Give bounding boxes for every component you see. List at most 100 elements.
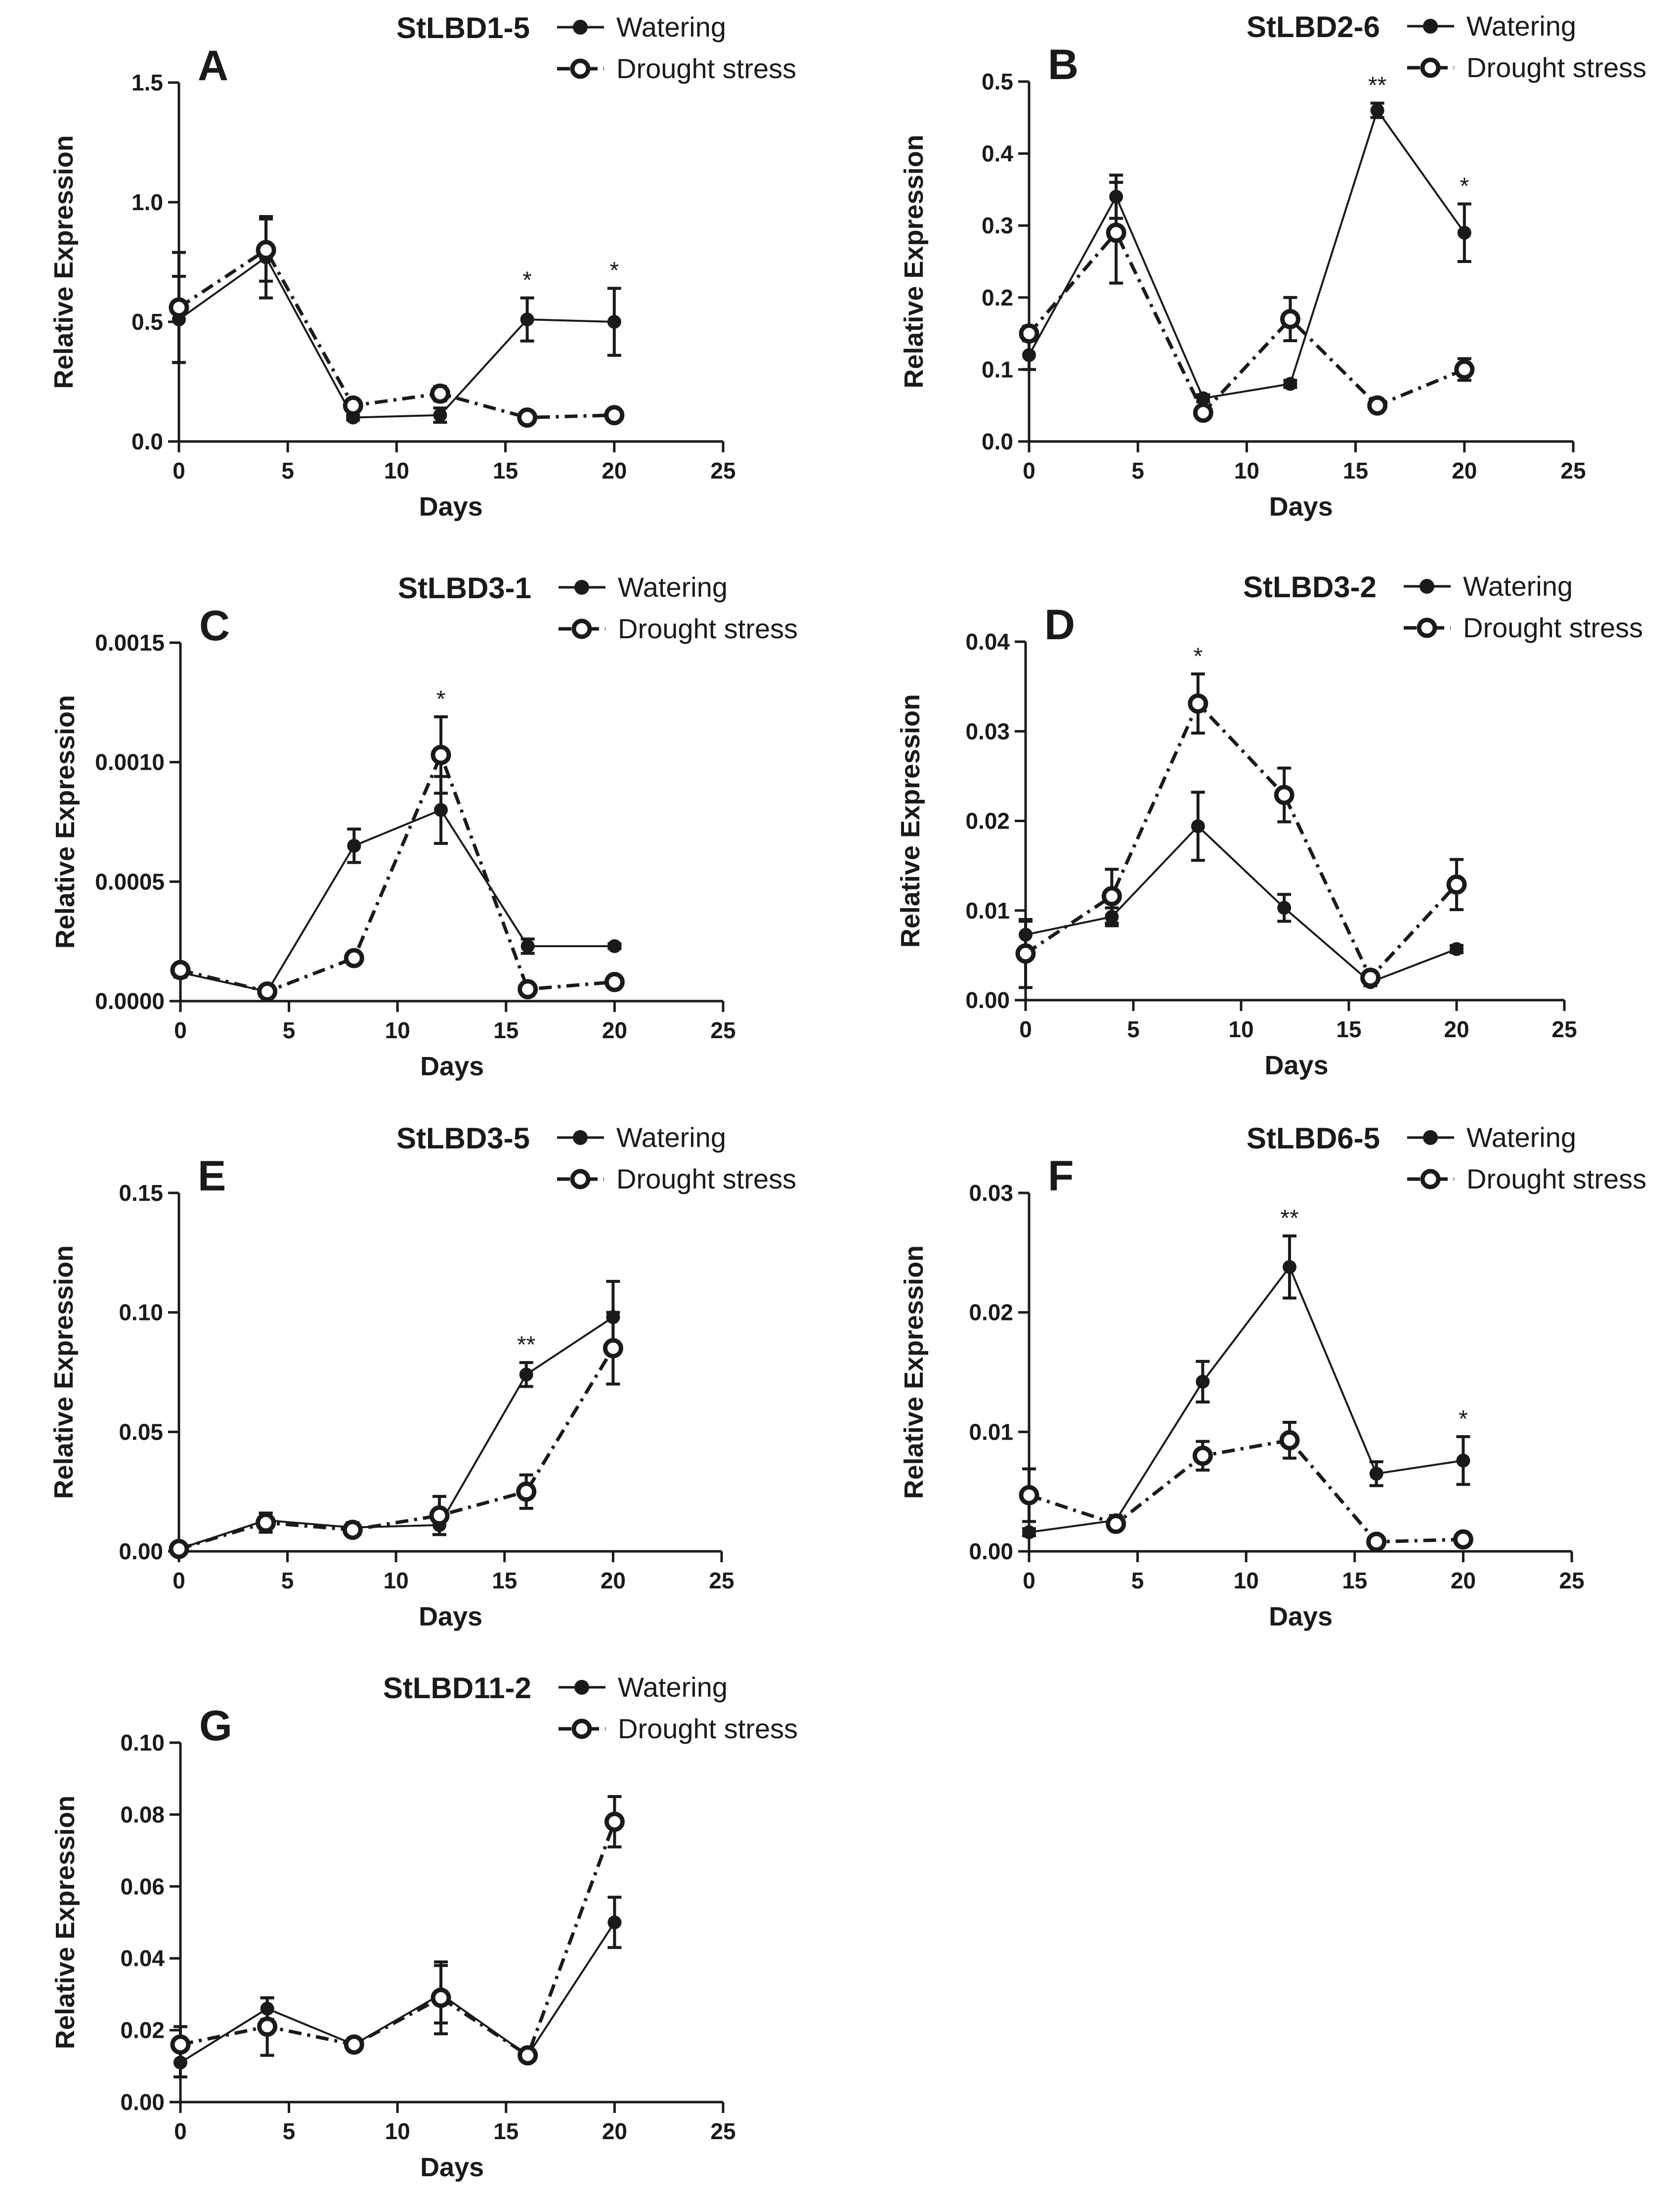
legend-label-watering: Watering xyxy=(618,571,728,603)
y-tick-label: 0.05 xyxy=(119,1419,163,1445)
point-drought xyxy=(344,948,364,968)
x-tick-label: 20 xyxy=(601,1568,626,1593)
y-tick-label: 0.5 xyxy=(131,309,163,335)
point-watering xyxy=(607,1915,622,1930)
y-tick-label: 0.0 xyxy=(131,429,163,454)
x-tick-label: 0 xyxy=(174,2118,187,2144)
legend-marker-watering xyxy=(1423,19,1438,34)
legend-marker-watering xyxy=(573,20,588,35)
y-tick-label: 0.10 xyxy=(120,1730,165,1756)
series-drought xyxy=(1015,672,1467,989)
y-tick-label: 0.02 xyxy=(120,2018,165,2043)
legend-label-watering: Watering xyxy=(616,11,726,43)
x-tick-label: 25 xyxy=(710,1017,735,1043)
chart-title: StLBD11-2 xyxy=(383,1671,531,1705)
y-tick-label: 1.5 xyxy=(131,70,163,95)
legend-marker-drought xyxy=(570,58,591,79)
y-tick-label: 0.4 xyxy=(982,141,1013,167)
series-watering xyxy=(1022,1234,1470,1539)
point-drought xyxy=(1192,1446,1213,1466)
x-tick-label: 20 xyxy=(602,2118,627,2144)
y-tick-label: 0.02 xyxy=(969,1300,1013,1325)
line-watering xyxy=(178,256,614,419)
y-tick-label: 0.0005 xyxy=(95,869,165,894)
point-drought xyxy=(431,1987,451,2008)
line-drought xyxy=(1028,229,1465,416)
x-tick-label: 10 xyxy=(1234,458,1259,483)
y-tick-label: 0.10 xyxy=(119,1300,163,1325)
point-drought xyxy=(1360,967,1381,988)
chart-title: StLBD3-1 xyxy=(398,571,531,605)
panel-a: 0 5 10 15 20 25 0.0 0.5 1.0 1.5 Days Relative Expre… xyxy=(49,11,796,522)
y-tick-label: 0.03 xyxy=(965,718,1010,744)
x-axis-label: Days xyxy=(420,1052,484,1081)
point-drought xyxy=(603,1338,623,1359)
series-watering xyxy=(172,215,621,425)
legend-label-watering: Watering xyxy=(1466,10,1576,42)
legend-marker-watering xyxy=(573,1130,588,1145)
legend-label-drought: Drought stress xyxy=(1463,612,1643,643)
significance-marker: ** xyxy=(517,1332,535,1358)
significance-marker: * xyxy=(436,686,446,712)
line-drought xyxy=(180,750,615,994)
y-tick-label: 0.00 xyxy=(120,2089,165,2115)
y-tick-label: 0.0015 xyxy=(95,630,165,656)
y-tick-label: 0.2 xyxy=(982,285,1013,310)
y-tick-label: 0.0000 xyxy=(95,988,165,1014)
x-tick-label: 15 xyxy=(492,1568,517,1593)
y-axis-label: Relative Expression xyxy=(49,1245,79,1499)
panel-e: 0 5 10 15 20 25 0.00 0.05 0.10 0.15 Days Relative E… xyxy=(49,1122,796,1631)
point-drought xyxy=(257,2016,278,2037)
line-watering xyxy=(178,1316,614,1550)
y-tick-label: 0.01 xyxy=(965,898,1010,923)
point-watering xyxy=(1283,1260,1297,1274)
legend-marker-drought xyxy=(570,1169,591,1189)
panel-letter: F xyxy=(1048,1152,1074,1200)
y-tick-label: 0.15 xyxy=(119,1180,163,1206)
x-tick-label: 25 xyxy=(1551,1016,1577,1042)
x-tick-label: 5 xyxy=(1127,1016,1140,1042)
legend-label-watering: Watering xyxy=(1463,571,1573,602)
point-drought xyxy=(517,979,538,1000)
x-tick-label: 15 xyxy=(1336,1016,1361,1042)
line-watering xyxy=(1025,825,1457,984)
line-watering xyxy=(1029,1265,1464,1534)
series-drought xyxy=(170,1795,625,2065)
significance-marker: * xyxy=(1193,643,1203,669)
y-tick-label: 0.03 xyxy=(969,1180,1013,1206)
y-tick-label: 0.04 xyxy=(120,1945,165,1971)
legend-marker-drought xyxy=(1417,617,1437,638)
line-watering xyxy=(180,808,615,993)
chart-title: StLBD3-2 xyxy=(1243,571,1377,604)
x-axis-label: Days xyxy=(420,2153,484,2182)
x-tick-label: 0 xyxy=(1019,1016,1032,1042)
legend-label-watering: Watering xyxy=(1466,1122,1576,1153)
y-tick-label: 0.08 xyxy=(120,1802,165,1827)
panel-b: 0 5 10 15 20 25 0.0 0.1 0.2 0.3 0.4 0.5 Days Relative… xyxy=(899,10,1646,522)
y-axis-label: Relative Expression xyxy=(50,1796,80,2049)
x-tick-label: 0 xyxy=(1023,458,1035,483)
legend-label-watering: Watering xyxy=(616,1122,726,1153)
point-watering xyxy=(520,312,534,327)
x-tick-label: 25 xyxy=(1559,1568,1584,1593)
point-drought xyxy=(1446,874,1467,895)
legend-marker-drought xyxy=(571,1718,592,1739)
point-drought xyxy=(429,1505,450,1526)
legend-label-drought: Drought stress xyxy=(618,1713,798,1744)
x-tick-label: 5 xyxy=(281,458,294,483)
legend-marker-watering xyxy=(1420,579,1434,594)
series-drought xyxy=(170,715,625,1002)
point-watering xyxy=(1457,225,1471,240)
point-drought xyxy=(604,405,625,426)
point-drought xyxy=(1367,395,1388,416)
legend-label-drought: Drought stress xyxy=(1466,1163,1646,1194)
significance-marker: * xyxy=(1460,174,1469,200)
y-tick-label: 0.0 xyxy=(982,429,1013,454)
x-tick-label: 20 xyxy=(1444,1016,1469,1042)
line-drought xyxy=(1028,1438,1464,1544)
point-drought xyxy=(342,1520,363,1540)
x-tick-label: 25 xyxy=(710,2118,735,2144)
x-tick-label: 10 xyxy=(1228,1016,1253,1042)
series-watering xyxy=(173,775,622,999)
